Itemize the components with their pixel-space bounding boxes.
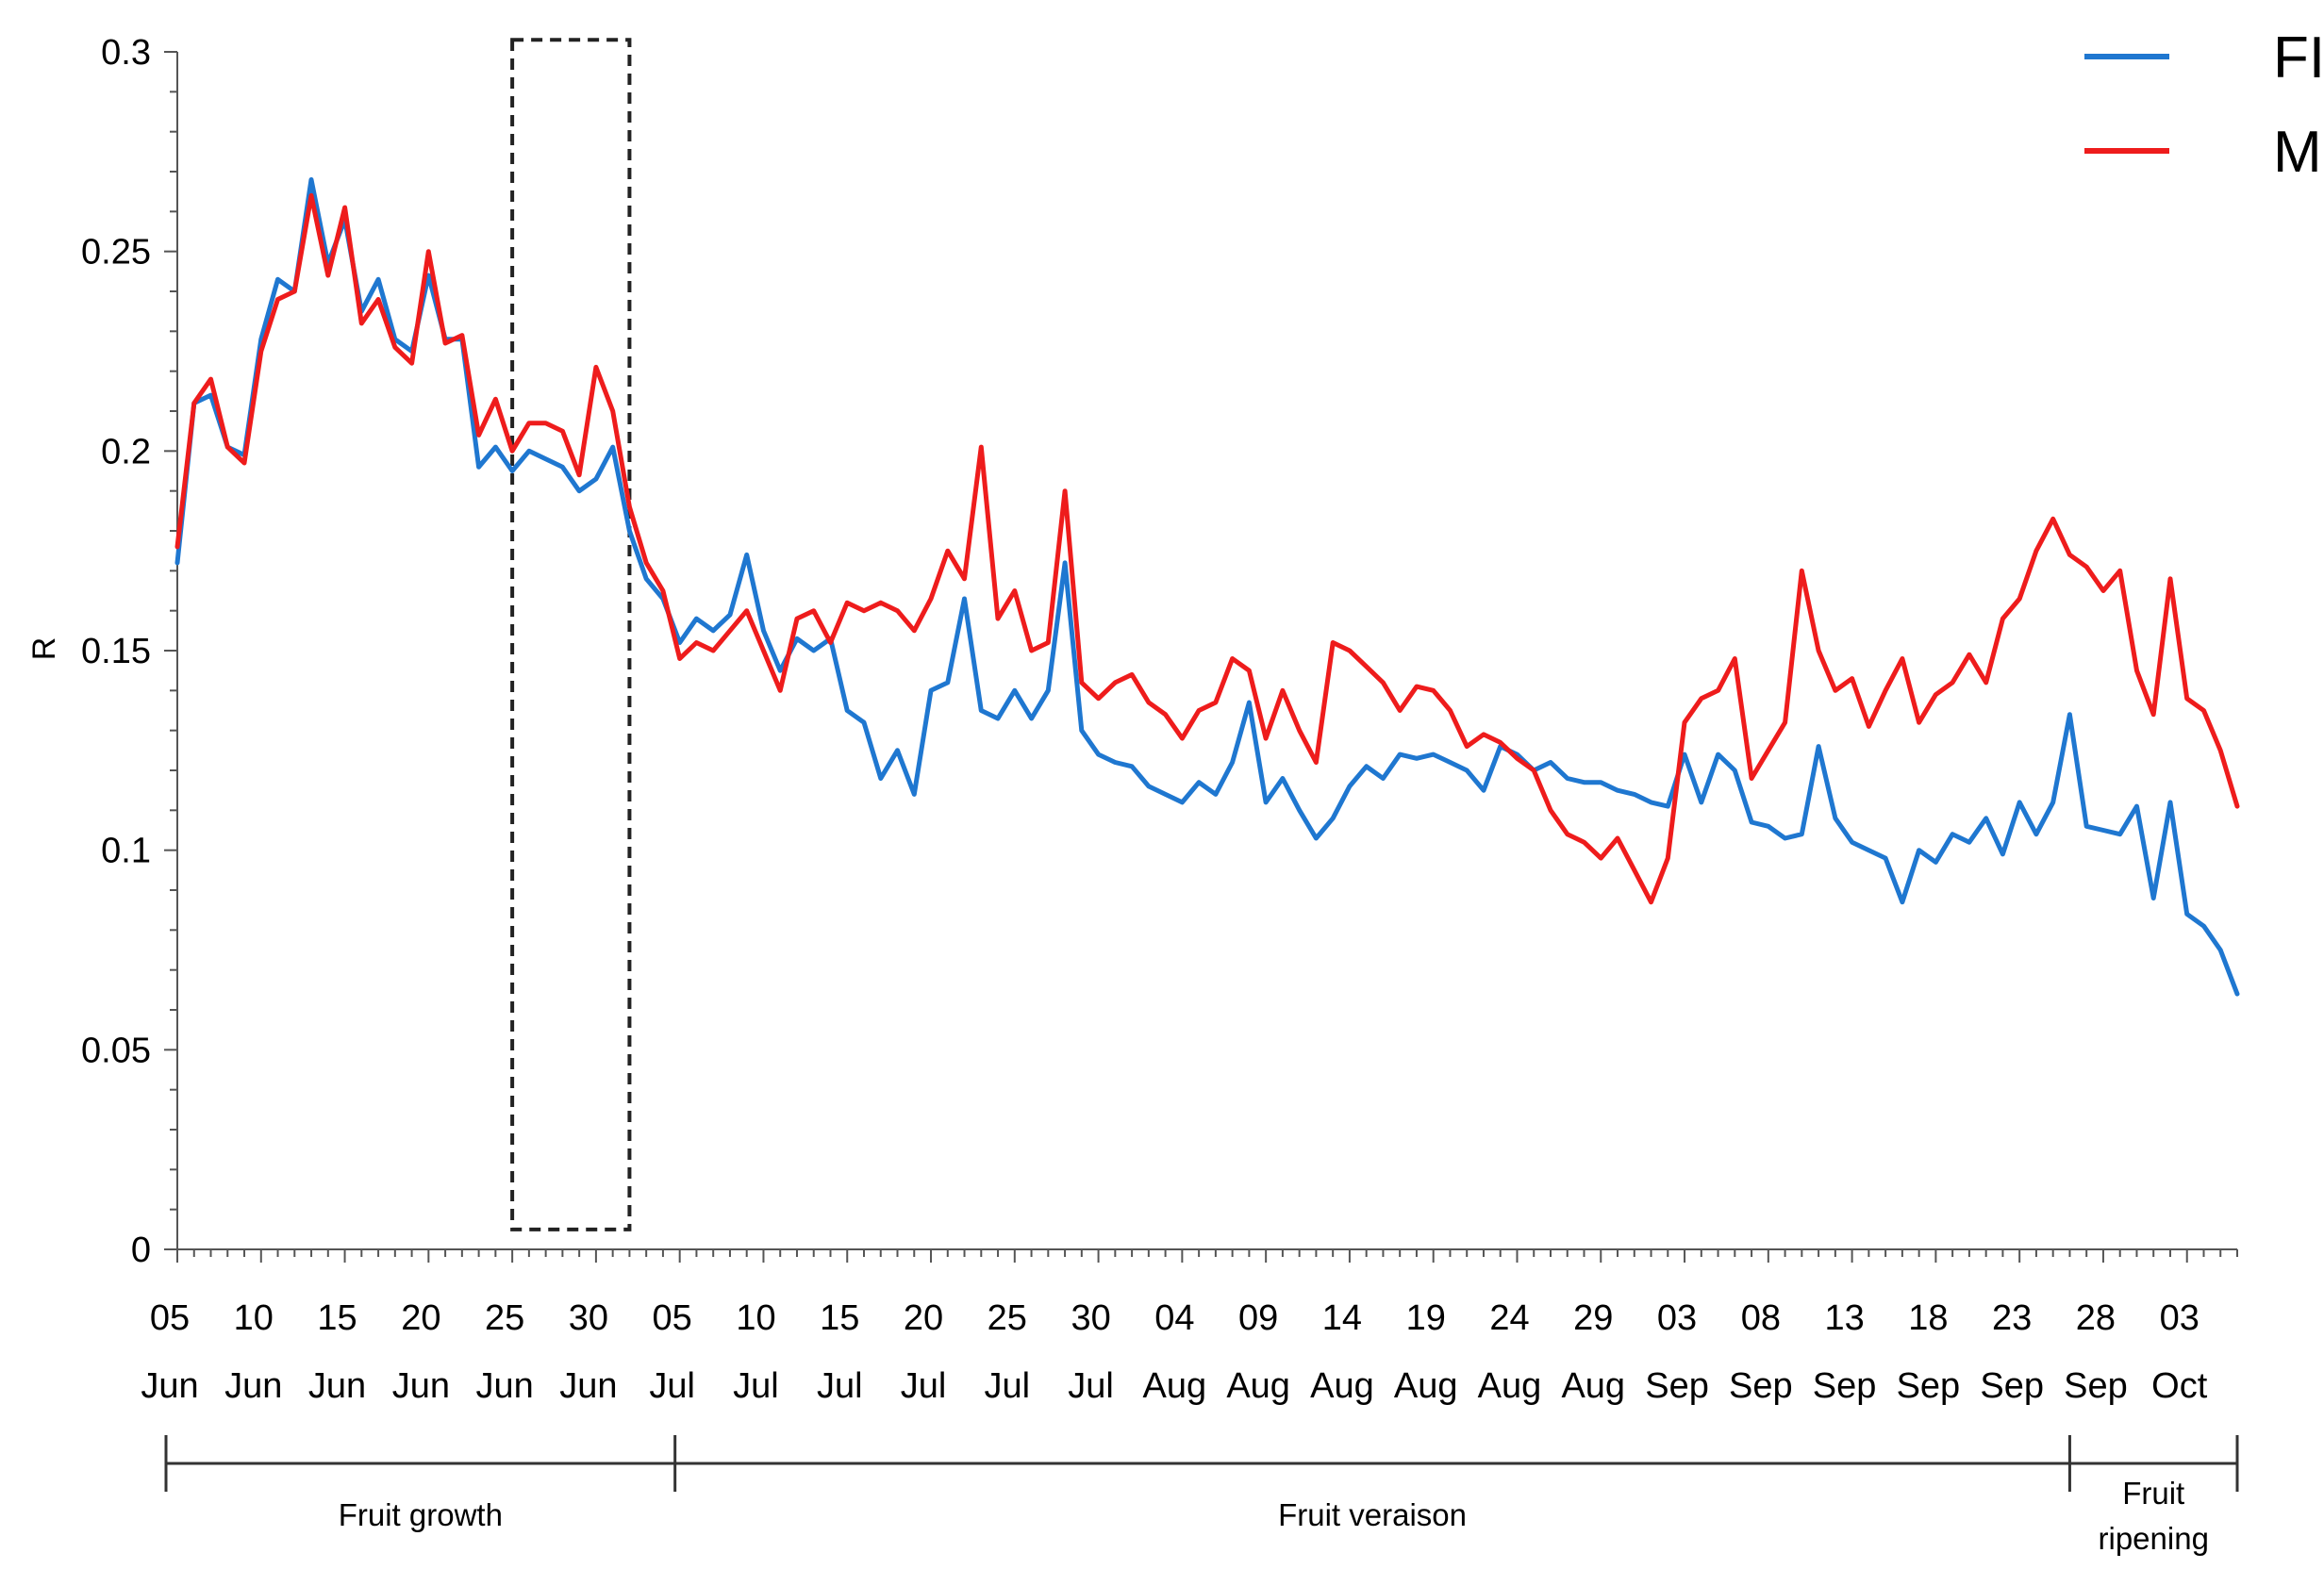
y-tick-label: 0.05 (81, 1031, 151, 1070)
x-tick-month-label: Jul (901, 1366, 947, 1406)
highlight-box-group (510, 38, 632, 1231)
x-tick-day-label: 15 (820, 1298, 859, 1338)
x-tick-month-label: Aug (1394, 1366, 1458, 1406)
x-tick-month-label: Sep (1645, 1366, 1709, 1406)
x-tick-day-label: 05 (150, 1298, 190, 1338)
x-tick-day-label: 30 (569, 1298, 608, 1338)
x-tick-day-label: 23 (1992, 1298, 2032, 1338)
x-tick-day-label: 25 (988, 1298, 1027, 1338)
x-tick-day-label: 15 (317, 1298, 357, 1338)
y-tick-label: 0.1 (101, 832, 151, 871)
y-axis-label: R (26, 637, 62, 661)
x-tick-month-label: Aug (1143, 1366, 1207, 1406)
x-tick-month-label: Aug (1478, 1366, 1542, 1406)
x-tick-month-label: Aug (1310, 1366, 1374, 1406)
x-tick-month-label: Jun (224, 1366, 282, 1406)
x-tick-month-label: Oct (2151, 1366, 2208, 1406)
y-tick-label: 0.3 (101, 33, 151, 73)
series-line-fi (174, 177, 2240, 997)
x-tick-day-label: 20 (904, 1298, 943, 1338)
y-tick-label: 0 (131, 1231, 151, 1270)
x-tick-day-label: 18 (1908, 1298, 1948, 1338)
x-tick-month-label: Sep (2064, 1366, 2128, 1406)
x-tick-day-label: 29 (1573, 1298, 1613, 1338)
x-tick-month-label: Jul (817, 1366, 863, 1406)
x-tick-month-label: Jun (559, 1366, 617, 1406)
x-tick-month-label: Sep (1813, 1366, 1877, 1406)
x-tick-day-label: 25 (485, 1298, 524, 1338)
x-tick-day-label: 19 (1406, 1298, 1446, 1338)
y-tick-label: 0.2 (101, 432, 151, 471)
legend-label-fi: FI (2273, 25, 2324, 91)
x-tick-month-label: Jun (308, 1366, 366, 1406)
y-axis: 0 0.05 0.1 0.15 0.2 0.25 0.3 (81, 33, 178, 1270)
stage-timeline: Fruit growth Fruit veraison Fruit ripening (164, 1435, 2239, 1556)
y-tick-label: 0.25 (81, 233, 151, 273)
x-tick-month-label: Sep (1729, 1366, 1793, 1406)
x-tick-day-label: 28 (2076, 1298, 2116, 1338)
x-tick-month-label: Jun (392, 1366, 450, 1406)
x-tick-day-label: 10 (736, 1298, 775, 1338)
x-tick-day-label: 13 (1824, 1298, 1864, 1338)
x-tick-day-label: 14 (1322, 1298, 1362, 1338)
x-tick-day-label: 04 (1154, 1298, 1194, 1338)
stage-label: Fruit ripening (2099, 1476, 2209, 1556)
x-tick-month-label: Sep (1980, 1366, 2044, 1406)
stage-label-line: Fruit (2122, 1476, 2184, 1511)
x-tick-month-label: Jul (985, 1366, 1031, 1406)
x-tick-month-label: Jun (475, 1366, 533, 1406)
stage-label-line: ripening (2099, 1521, 2209, 1556)
x-tick-day-label: 24 (1489, 1298, 1529, 1338)
x-tick-day-label: 30 (1071, 1298, 1110, 1338)
x-tick-month-label: Sep (1897, 1366, 1961, 1406)
x-tick-month-label: Jul (649, 1366, 695, 1406)
legend-label-mi: MI (2273, 120, 2324, 185)
x-tick-day-label: 10 (234, 1298, 274, 1338)
legend: FI MI (2084, 25, 2324, 185)
x-tick-day-label: 03 (1657, 1298, 1697, 1338)
stage-label: Fruit growth (339, 1497, 503, 1532)
stage-label: Fruit veraison (1278, 1497, 1467, 1532)
series-line-mi (174, 192, 2240, 905)
x-axis: 05 Jun 10 Jun 15 Jun 20 Jun 25 Jun 30 Jun 05 Jul 10 Jul… (141, 1248, 2238, 1406)
x-tick-month-label: Aug (1226, 1366, 1290, 1406)
x-tick-month-label: Jun (141, 1366, 198, 1406)
highlight-dashed-box (510, 38, 632, 1231)
x-tick-day-label: 03 (2160, 1298, 2200, 1338)
y-tick-label: 0.15 (81, 632, 151, 671)
series-group (174, 177, 2240, 997)
x-tick-day-label: 09 (1238, 1298, 1278, 1338)
x-tick-day-label: 08 (1741, 1298, 1781, 1338)
x-tick-month-label: Jul (1068, 1366, 1114, 1406)
x-tick-day-label: 05 (653, 1298, 692, 1338)
x-tick-month-label: Jul (733, 1366, 779, 1406)
x-tick-day-label: 20 (401, 1298, 440, 1338)
x-tick-month-label: Aug (1561, 1366, 1625, 1406)
